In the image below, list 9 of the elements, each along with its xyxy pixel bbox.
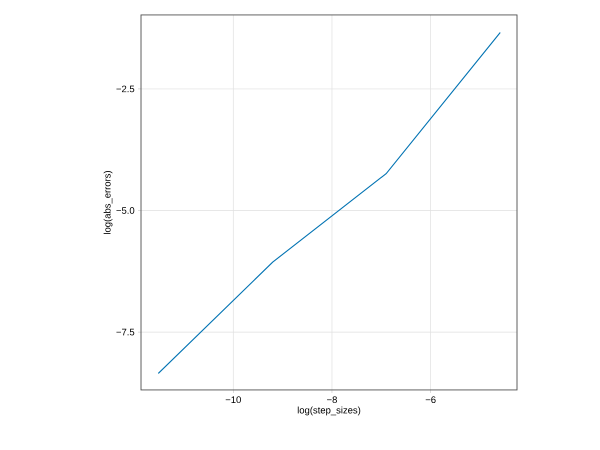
x-tick-label: −6 [426,396,436,404]
y-axis-title: log(abs_errors) [104,171,112,234]
y-tick-label: −2.5 [116,86,134,92]
x-axis-title: log(step_sizes) [298,406,360,416]
x-tick-label: −10 [226,396,241,404]
y-tick-label: −5.0 [116,207,134,214]
line-series [158,32,501,374]
y-tick-label: −7.5 [116,328,134,336]
x-tick-label: −8 [327,396,337,404]
